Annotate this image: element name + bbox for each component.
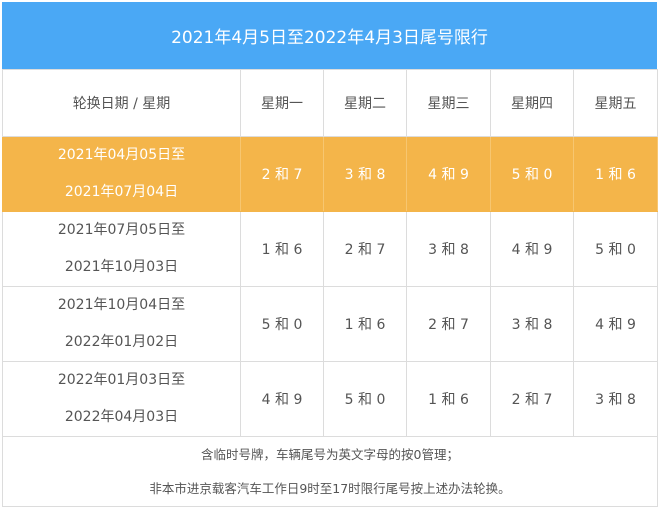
- table-row: 2021年10月04日至 2022年01月02日 5 和 0 1 和 6 2 和…: [2, 286, 658, 362]
- plate-cell: 1 和 6: [323, 286, 407, 362]
- note-line: 含临时号牌，车辆尾号为英文字母的按0管理；: [201, 446, 459, 462]
- plate-cell: 5 和 0: [490, 136, 574, 212]
- header-row: 轮换日期 / 星期 星期一 星期二 星期三 星期四 星期五: [2, 69, 658, 137]
- plate-cell: 3 和 8: [323, 136, 407, 212]
- restriction-table: 轮换日期 / 星期 星期一 星期二 星期三 星期四 星期五 2021年04月05…: [2, 69, 658, 507]
- plate-cell: 4 和 9: [490, 211, 574, 287]
- header-monday: 星期一: [240, 69, 324, 137]
- period-end: 2021年07月04日: [64, 184, 179, 200]
- plate-cell: 4 和 9: [406, 136, 491, 212]
- period-end: 2021年10月03日: [64, 259, 179, 275]
- plate-cell: 1 和 6: [406, 361, 491, 437]
- plate-cell: 2 和 7: [490, 361, 574, 437]
- notes-cell: 含临时号牌，车辆尾号为英文字母的按0管理； 非本市进京载客汽车工作日9时至17时…: [2, 436, 658, 507]
- note-line: 非本市进京载客汽车工作日9时至17时限行尾号按上述办法轮换。: [149, 480, 511, 496]
- period-cell: 2021年10月04日至 2022年01月02日: [2, 286, 241, 362]
- header-wednesday: 星期三: [406, 69, 491, 137]
- plate-cell: 5 和 0: [323, 361, 407, 437]
- table-row: 2021年04月05日至 2021年07月04日 2 和 7 3 和 8 4 和…: [2, 136, 658, 212]
- plate-cell: 4 和 9: [573, 286, 658, 362]
- period-start: 2021年10月04日至: [57, 297, 186, 313]
- plate-cell: 2 和 7: [406, 286, 491, 362]
- table-row: 2021年07月05日至 2021年10月03日 1 和 6 2 和 7 3 和…: [2, 211, 658, 287]
- period-start: 2022年01月03日至: [57, 372, 186, 388]
- plate-cell: 4 和 9: [240, 361, 324, 437]
- period-end: 2022年04月03日: [64, 409, 179, 425]
- plate-cell: 3 和 8: [573, 361, 658, 437]
- table-title: 2021年4月5日至2022年4月3日尾号限行: [2, 2, 657, 69]
- notes-row: 含临时号牌，车辆尾号为英文字母的按0管理； 非本市进京载客汽车工作日9时至17时…: [2, 436, 658, 507]
- period-cell: 2021年07月05日至 2021年10月03日: [2, 211, 241, 287]
- plate-cell: 3 和 8: [490, 286, 574, 362]
- table-row: 2022年01月03日至 2022年04月03日 4 和 9 5 和 0 1 和…: [2, 361, 658, 437]
- plate-cell: 5 和 0: [240, 286, 324, 362]
- plate-cell: 5 和 0: [573, 211, 658, 287]
- header-thursday: 星期四: [490, 69, 574, 137]
- header-friday: 星期五: [573, 69, 658, 137]
- header-tuesday: 星期二: [323, 69, 407, 137]
- plate-cell: 3 和 8: [406, 211, 491, 287]
- period-end: 2022年01月02日: [64, 334, 179, 350]
- plate-cell: 1 和 6: [573, 136, 658, 212]
- period-cell: 2022年01月03日至 2022年04月03日: [2, 361, 241, 437]
- period-cell: 2021年04月05日至 2021年07月04日: [2, 136, 241, 212]
- plate-cell: 2 和 7: [240, 136, 324, 212]
- plate-cell: 1 和 6: [240, 211, 324, 287]
- header-period: 轮换日期 / 星期: [2, 69, 241, 137]
- period-start: 2021年07月05日至: [57, 222, 186, 238]
- period-start: 2021年04月05日至: [57, 147, 186, 163]
- plate-cell: 2 和 7: [323, 211, 407, 287]
